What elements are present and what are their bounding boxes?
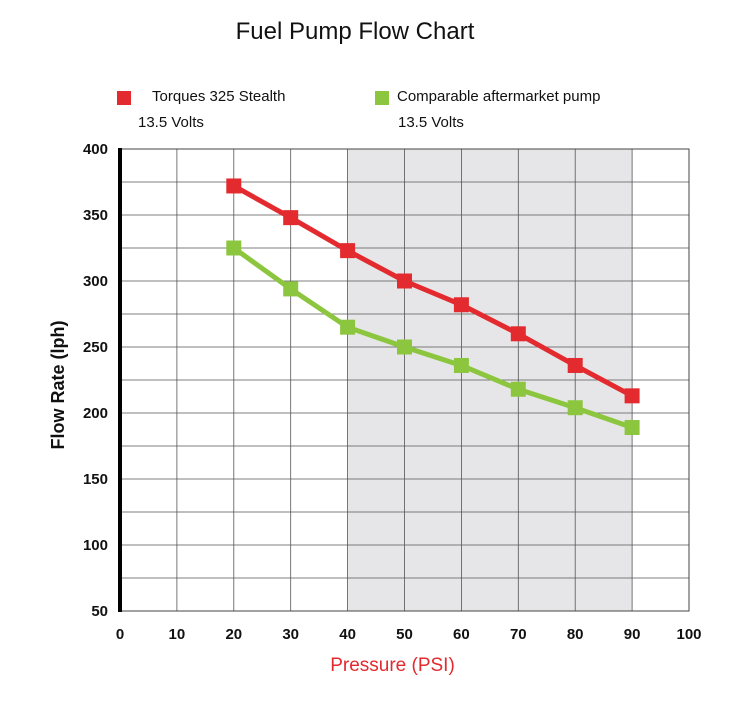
y-tick-label: 350 — [83, 207, 108, 224]
x-tick-label: 60 — [453, 626, 470, 643]
y-tick-label: 150 — [83, 471, 108, 488]
data-point — [340, 243, 356, 259]
data-point — [624, 420, 640, 436]
data-point — [397, 273, 412, 289]
x-tick-label: 20 — [225, 626, 242, 643]
data-point — [453, 297, 469, 313]
legend-sub-aftermarket: 13.5 Volts — [398, 114, 464, 131]
y-tick-label: 300 — [83, 273, 108, 290]
x-tick-label: 10 — [169, 626, 186, 643]
series-line — [232, 245, 633, 430]
legend-sub-torques: 13.5 Volts — [138, 114, 204, 131]
chart-title: Fuel Pump Flow Chart — [235, 18, 475, 45]
y-tick-label: 400 — [83, 141, 108, 158]
x-tick-label: 100 — [676, 626, 701, 643]
series-torques — [226, 178, 640, 404]
data-point — [283, 210, 299, 226]
x-tick-label: 40 — [339, 626, 356, 643]
x-tick-label: 90 — [624, 626, 641, 643]
legend-label-torques: Torques 325 Stealth — [152, 88, 286, 105]
data-point — [340, 319, 356, 335]
y-tick-label: 200 — [83, 405, 108, 422]
data-point — [226, 240, 242, 256]
data-point — [624, 388, 640, 404]
y-tick-label: 250 — [83, 339, 108, 356]
x-tick-label: 80 — [567, 626, 584, 643]
y-tick-label: 100 — [83, 537, 108, 554]
data-point — [567, 400, 583, 416]
data-point — [226, 178, 242, 194]
data-point — [510, 326, 526, 342]
data-point — [453, 357, 469, 373]
legend-label-aftermarket: Comparable aftermarket pump — [397, 88, 601, 105]
data-point — [283, 281, 299, 297]
series-line — [232, 183, 634, 399]
x-tick-label: 70 — [510, 626, 527, 643]
data-point — [567, 357, 583, 373]
y-axis-label: Flow Rate (lph) — [48, 321, 68, 450]
x-tick-label: 50 — [396, 626, 413, 643]
x-tick-label: 30 — [282, 626, 299, 643]
data-point — [397, 339, 412, 355]
x-axis-label: Pressure (PSI) — [330, 655, 455, 676]
legend-swatch-aftermarket — [375, 91, 389, 105]
series-aftermarket — [226, 240, 640, 436]
legend-swatch-torques — [117, 91, 131, 105]
y-tick-label: 50 — [91, 603, 108, 620]
data-point — [510, 381, 526, 397]
x-tick-label: 0 — [116, 626, 124, 643]
